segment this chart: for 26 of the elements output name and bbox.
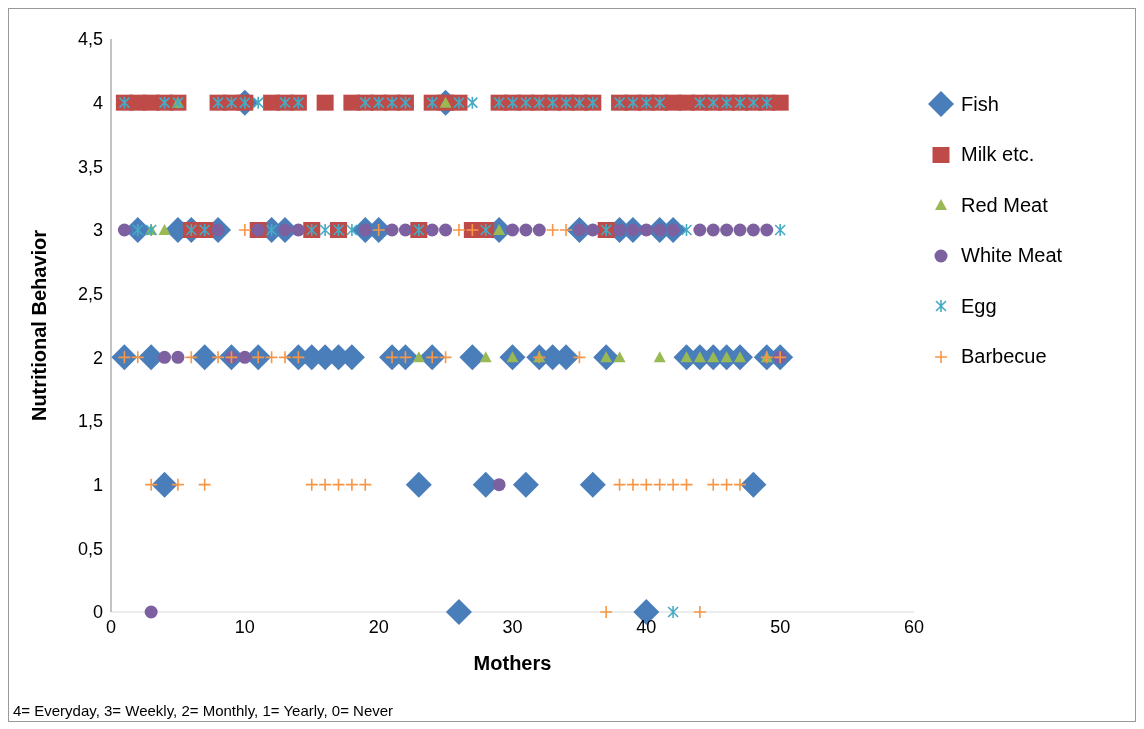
x-axis-title: Mothers [473,652,552,674]
y-tick-label: 2 [92,347,103,368]
y-tick-label: 1,5 [77,411,103,432]
x-tick-label: 30 [502,616,523,637]
y-tick-label: 0,5 [77,538,103,559]
legend-label: Fish [961,92,999,116]
x-tick-label: 0 [105,616,117,637]
y-tick-label: 2,5 [77,284,103,305]
x-tick-label: 60 [903,616,925,637]
y-tick-label: 4 [92,93,103,114]
x-tick-label: 40 [636,616,657,637]
y-tick-label: 0 [92,602,103,623]
x-tick-label: 50 [770,616,791,637]
y-tick-label: 1 [92,475,103,496]
y-tick-label: 3,5 [77,156,103,177]
y-tick-label: 3 [92,220,103,241]
y-tick-label: 4,5 [77,29,103,50]
legend-label: Red Meat [961,193,1048,217]
legend-label: Barbecue [961,345,1047,369]
x-tick-label: 10 [234,616,255,637]
x-tick-label: 20 [368,616,389,637]
text: 4= Everyday, 3= Weekly, 2= Monthly, 1= Yearly, 0= Never [13,702,394,719]
y-axis-title: Nutritional Behavior [28,229,51,422]
legend-label: Milk etc. [961,143,1035,167]
legend-label: White Meat [961,244,1063,268]
legend-label: Egg [961,294,997,318]
